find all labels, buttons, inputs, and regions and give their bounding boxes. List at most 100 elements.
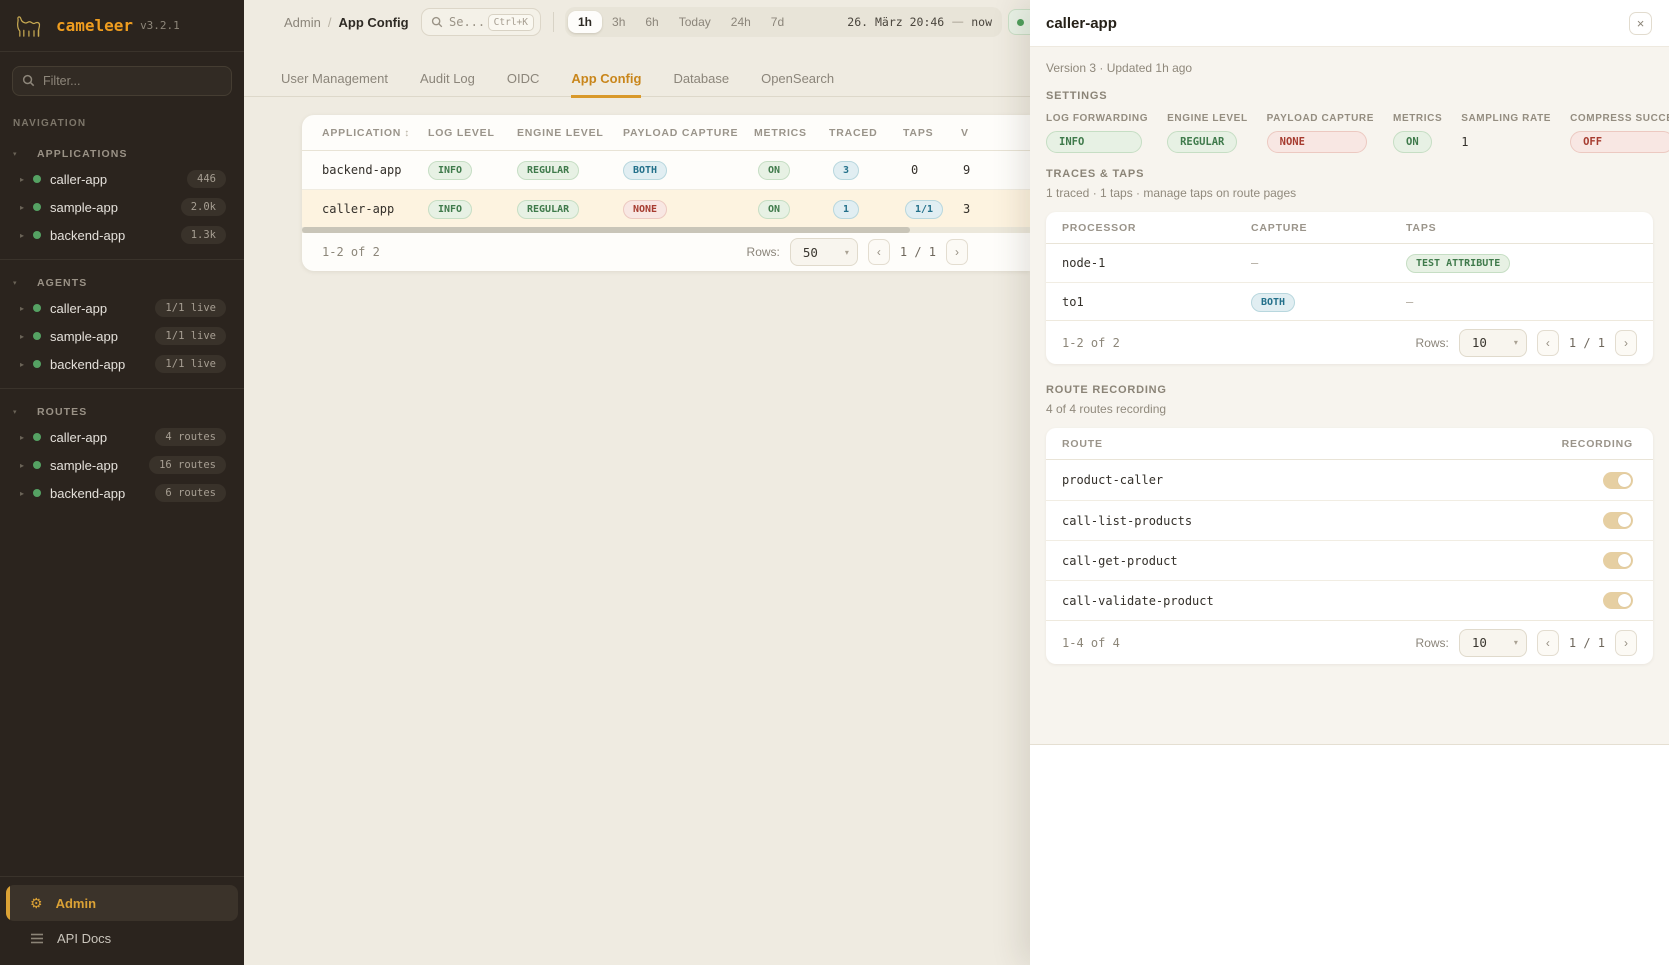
sidebar-item-applications-sample-app[interactable]: ▸ sample-app 2.0k	[0, 193, 244, 221]
section-header-agents[interactable]: ▾ AGENTS	[0, 272, 244, 294]
section-header-routes[interactable]: ▾ ROUTES	[0, 401, 244, 423]
section-header-applications[interactable]: ▾ APPLICATIONS	[0, 143, 244, 165]
page-indicator: 1 / 1	[1568, 635, 1605, 650]
field-label: PAYLOAD CAPTURE	[1266, 113, 1375, 124]
topbar: Admin / App Config Se... Ctrl+K 1h 3h 6h…	[244, 0, 1669, 44]
sidebar-item-agents-backend-app[interactable]: ▸ backend-app 1/1 live	[0, 350, 244, 378]
chevron-down-icon: ▾	[13, 280, 17, 287]
breadcrumb: Admin / App Config	[284, 15, 409, 30]
tab-oidc[interactable]: OIDC	[506, 71, 540, 86]
column-header-taps: TAPS	[903, 127, 934, 139]
column-header-log-level: LOG LEVEL	[428, 127, 495, 139]
range-chip-1h[interactable]: 1h	[568, 11, 603, 33]
breadcrumb-admin[interactable]: Admin	[284, 14, 321, 30]
traces-table-footer: 1-2 of 2 Rows: 10 ▾ ‹ 1 / 1 ›	[1046, 320, 1653, 364]
traces-subtitle: 1 traced · 1 taps · manage taps on route…	[1046, 186, 1297, 200]
sidebar-item-agents-caller-app[interactable]: ▸ caller-app 1/1 live	[0, 294, 244, 322]
table-row-backend-app[interactable]: backend-app INFO REGULAR BOTH ON 3 0 9	[302, 151, 1030, 189]
cell-traced: 3	[833, 160, 860, 180]
cell-application: caller-app	[322, 201, 395, 216]
route-row-call-validate-product: call-validate-product	[1046, 580, 1653, 620]
tab-opensearch[interactable]: OpenSearch	[761, 71, 835, 86]
field-metrics: METRICS ON	[1393, 113, 1442, 153]
sidebar-item-routes-backend-app[interactable]: ▸ backend-app 6 routes	[0, 479, 244, 507]
column-header-application[interactable]: APPLICATION ↕	[322, 127, 411, 139]
tab-app-config[interactable]: App Config	[571, 71, 642, 98]
time-to: now	[971, 15, 992, 29]
range-chip-3h[interactable]: 3h	[612, 15, 626, 29]
recording-toggle[interactable]	[1603, 471, 1633, 489]
chevron-right-icon: ▸	[20, 460, 25, 470]
status-dot	[33, 489, 41, 497]
traces-heading: TRACES & TAPS	[1046, 168, 1145, 180]
range-chip-24h[interactable]: 24h	[730, 15, 751, 29]
field-engine-level: ENGINE LEVEL REGULAR	[1167, 113, 1248, 153]
prev-page-button[interactable]: ‹	[1536, 629, 1559, 656]
table-row-caller-app[interactable]: caller-app INFO REGULAR NONE ON 1 1/1 3	[302, 189, 1030, 227]
field-label: SAMPLING RATE	[1461, 113, 1552, 124]
chevron-down-icon: ▾	[13, 151, 17, 158]
sidebar-item-routes-caller-app[interactable]: ▸ caller-app 4 routes	[0, 423, 244, 451]
rows-per-page-select[interactable]: 10 ▾	[1458, 628, 1527, 657]
recording-toggle[interactable]	[1603, 512, 1633, 529]
global-search[interactable]: Se... Ctrl+K	[421, 8, 541, 36]
panel-header: caller-app ×	[1030, 0, 1669, 47]
cell-payload-capture: NONE	[623, 199, 668, 219]
sidebar-item-agents-sample-app[interactable]: ▸ sample-app 1/1 live	[0, 322, 244, 350]
route-recording-table: ROUTE RECORDING product-caller call-list…	[1046, 428, 1653, 664]
chevron-right-icon: ▸	[20, 359, 25, 369]
trace-row-to1[interactable]: to1 BOTH —	[1046, 282, 1653, 320]
row-range: 1-4 of 4	[1062, 635, 1120, 650]
traces-table: PROCESSOR CAPTURE TAPS node-1 — TEST ATT…	[1046, 212, 1653, 364]
recording-toggle[interactable]	[1603, 592, 1633, 609]
sidebar-item-api-docs[interactable]: API Docs	[6, 921, 238, 955]
page-indicator: 1 / 1	[1568, 335, 1605, 350]
cell-metrics: ON	[758, 160, 791, 180]
trace-row-node-1[interactable]: node-1 — TEST ATTRIBUTE	[1046, 244, 1653, 282]
close-button[interactable]: ×	[1629, 11, 1652, 35]
rows-per-page-select[interactable]: 50 ▾	[789, 238, 858, 266]
cell-metrics: ON	[758, 199, 791, 219]
sidebar-item-admin[interactable]: ⚙ Admin	[6, 885, 238, 921]
scrollbar-thumb[interactable]	[302, 227, 910, 233]
row-range: 1-2 of 2	[1062, 335, 1120, 350]
status-dot	[33, 175, 41, 183]
range-chip-6h[interactable]: 6h	[645, 15, 659, 29]
sidebar-item-applications-caller-app[interactable]: ▸ caller-app 446	[0, 165, 244, 193]
field-label: COMPRESS SUCCESS	[1570, 113, 1669, 124]
chevron-down-icon: ▾	[1513, 338, 1518, 347]
tab-database[interactable]: Database	[673, 71, 730, 86]
chevron-down-icon: ▾	[1513, 638, 1518, 647]
next-page-button[interactable]: ›	[1615, 329, 1637, 356]
cell-traced: 1	[833, 199, 860, 219]
tab-audit-log[interactable]: Audit Log	[419, 71, 475, 86]
app-version: v3.2.1	[140, 19, 180, 32]
prev-page-button[interactable]: ‹	[1536, 329, 1559, 356]
field-label: LOG FORWARDING	[1046, 113, 1149, 124]
item-badge: 1/1 live	[155, 299, 226, 317]
active-indicator	[6, 885, 10, 921]
section-label: ROUTES	[37, 406, 88, 418]
range-chip-today[interactable]: Today	[678, 15, 711, 29]
field-value-pill: NONE	[1266, 131, 1367, 153]
next-page-button[interactable]: ›	[1615, 629, 1637, 656]
next-page-button[interactable]: ›	[946, 239, 968, 265]
recording-toggle[interactable]	[1603, 552, 1633, 569]
sidebar-item-routes-sample-app[interactable]: ▸ sample-app 16 routes	[0, 451, 244, 479]
time-display[interactable]: 26. März 20:46 — now	[847, 15, 992, 29]
sidebar-section-agents: ▾ AGENTS ▸ caller-app 1/1 live ▸ sample-…	[0, 259, 244, 388]
item-badge: 6 routes	[155, 484, 226, 502]
prev-page-button[interactable]: ‹	[867, 239, 890, 265]
table-footer: 1-2 of 2 Rows: 50 ▾ ‹ 1 / 1 ›	[302, 233, 1030, 271]
filter-input[interactable]	[12, 66, 232, 96]
detail-panel: caller-app × Version 3 · Updated 1h ago …	[1030, 0, 1669, 965]
range-chip-7d[interactable]: 7d	[770, 15, 785, 29]
tab-user-management[interactable]: User Management	[281, 71, 388, 86]
sidebar-item-applications-backend-app[interactable]: ▸ backend-app 1.3k	[0, 221, 244, 249]
app-config-table: APPLICATION ↕ LOG LEVEL ENGINE LEVEL PAYL…	[302, 115, 1030, 271]
rows-per-page-select[interactable]: 10 ▾	[1458, 328, 1527, 357]
status-dot	[33, 433, 41, 441]
route-name: call-get-product	[1062, 553, 1178, 568]
chevron-right-icon: ▸	[20, 174, 25, 184]
cell-payload-capture: BOTH	[623, 160, 668, 180]
